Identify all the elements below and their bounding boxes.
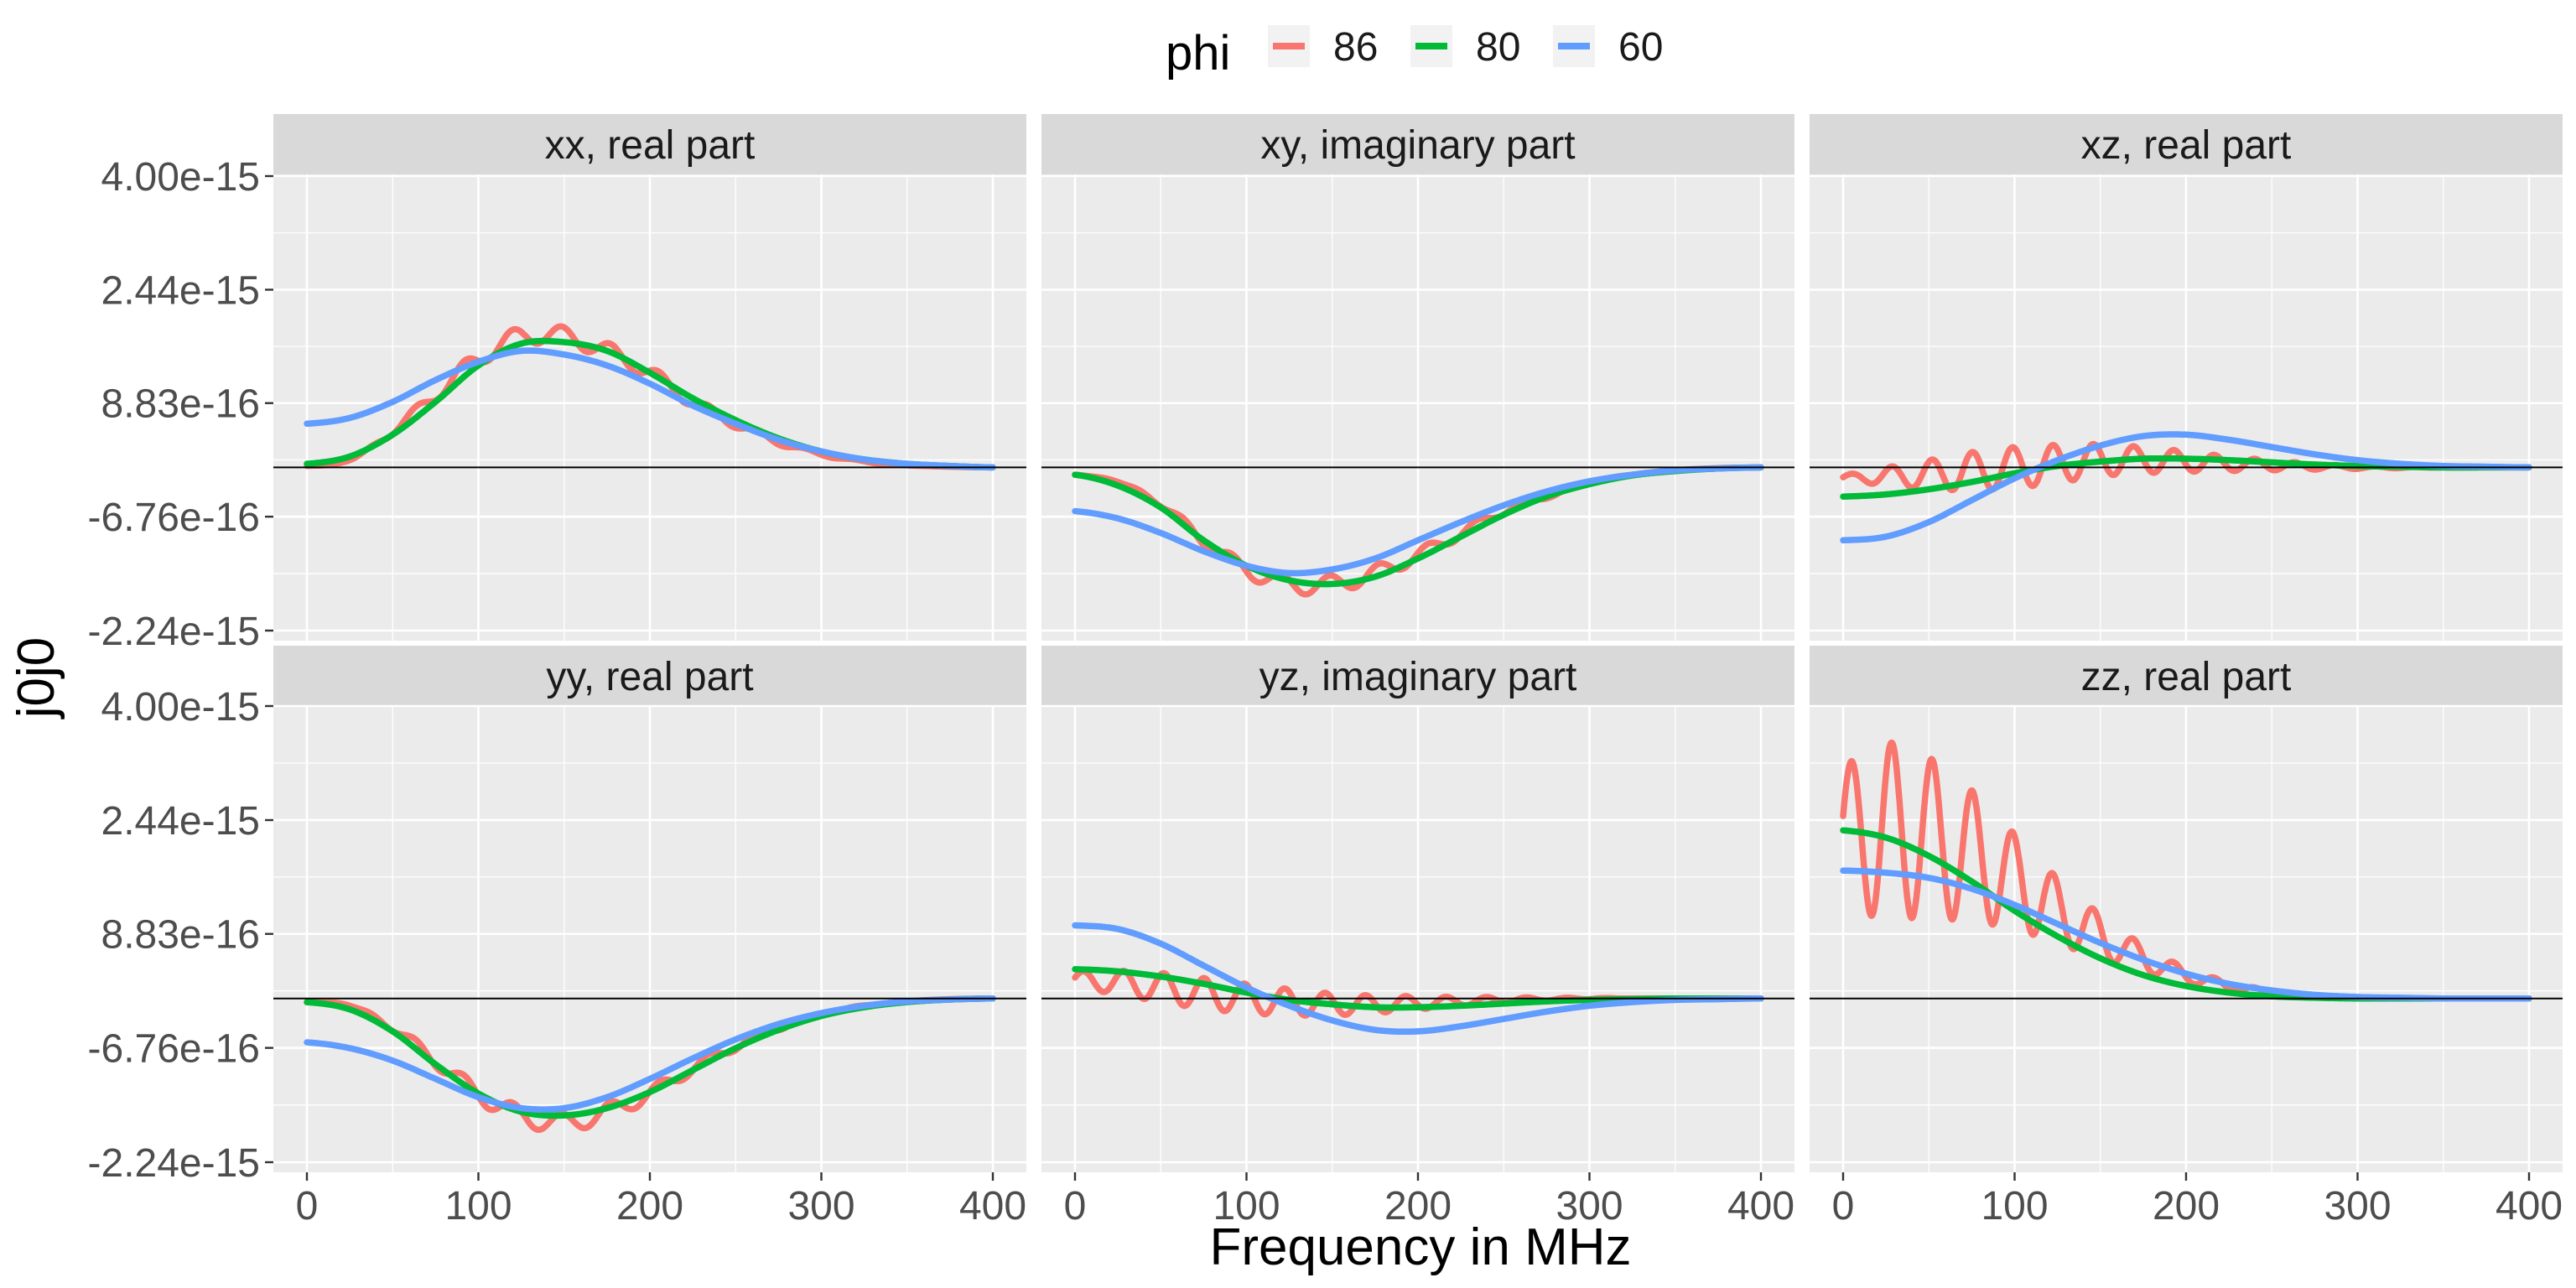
series-line-phi-60 [1840,431,2532,544]
panel-xz: xz, real part [1810,114,2563,641]
x-tick-label: 200 [1384,1184,1452,1228]
facet-strip [273,114,1026,174]
legend-item-60: 60 [1553,25,1663,70]
facet-strip [1041,114,1794,174]
legend: phi 86 80 60 [1166,25,1663,80]
y-tick-label: -2.24e-15 [88,610,260,654]
y-tick-label: 4.00e-15 [101,155,261,200]
x-tick-label: 0 [1064,1184,1087,1228]
panels: xx, real part xy, imaginary part xz, real … [273,114,2563,1172]
legend-item-86: 86 [1268,25,1378,70]
facet-strip [273,646,1026,706]
facet-title: yy, real part [546,655,753,699]
facet-strip [1041,646,1794,706]
x-tick-label: 200 [2153,1184,2220,1228]
gridlines [273,174,1026,641]
x-tick-label: 400 [959,1184,1026,1228]
gridlines [1810,174,2563,641]
x-tick-label: 300 [1555,1184,1623,1228]
y-tick-label: -6.76e-16 [88,496,260,540]
panel-xx: xx, real part [273,114,1026,641]
facet-title: zz, real part [2081,655,2292,699]
x-tick-label: 400 [1727,1184,1794,1228]
panel-yy: yy, real part [273,646,1026,1172]
legend-item-80: 80 [1410,25,1520,70]
gridlines [273,704,1026,1172]
y-tick-label: 2.44e-15 [101,799,261,844]
x-tick-label: 200 [616,1184,683,1228]
facet-strip [1810,114,2563,174]
panel-yz: yz, imaginary part [1041,646,1794,1172]
series-line-phi-60 [1072,922,1764,1036]
legend-label-86: 86 [1333,25,1378,70]
legend-title: phi [1166,26,1230,80]
gridlines [1041,174,1794,641]
x-tick-label: 400 [2496,1184,2563,1228]
y-tick-label: 8.83e-16 [101,913,261,958]
y-tick-label: -2.24e-15 [88,1141,260,1186]
panel-xy: xy, imaginary part [1041,114,1794,641]
x-tick-label: 100 [444,1184,512,1228]
series-line-phi-60 [304,995,996,1113]
legend-label-80: 80 [1476,25,1520,70]
x-tick-label: 300 [787,1184,854,1228]
legend-label-60: 60 [1618,25,1663,70]
y-axes: 4.00e-15 2.44e-15 8.83e-16 -6.76e-16 -2.24e-… [88,155,273,1186]
x-axes: 0 100 200 300 400 0 100 200 300 400 0 100 200 300 400 [296,1172,2563,1228]
x-tick-label: 0 [296,1184,319,1228]
facet-strip [1810,646,2563,706]
x-tick-label: 100 [1213,1184,1280,1228]
series-line-phi-60 [304,347,996,471]
facet-title: xx, real part [545,123,756,168]
facet-title: xz, real part [2081,123,2292,168]
gridlines [1041,704,1794,1172]
y-tick-label: 8.83e-16 [101,382,261,427]
y-tick-label: -6.76e-16 [88,1027,260,1072]
x-axis-title: Frequency in MHz [1209,1218,1631,1276]
x-tick-label: 0 [1832,1184,1855,1228]
facet-title: yz, imaginary part [1259,655,1577,699]
y-tick-label: 2.44e-15 [101,269,261,314]
gridlines [1810,704,2563,1172]
series-line-phi-60 [1072,464,1764,577]
panel-zz: zz, real part [1810,646,2563,1172]
x-tick-label: 300 [2324,1184,2391,1228]
y-axis-title: j0j0 [8,637,65,720]
facet-title: xy, imaginary part [1260,123,1575,168]
y-tick-label: 4.00e-15 [101,685,261,730]
x-tick-label: 100 [1981,1184,2048,1228]
